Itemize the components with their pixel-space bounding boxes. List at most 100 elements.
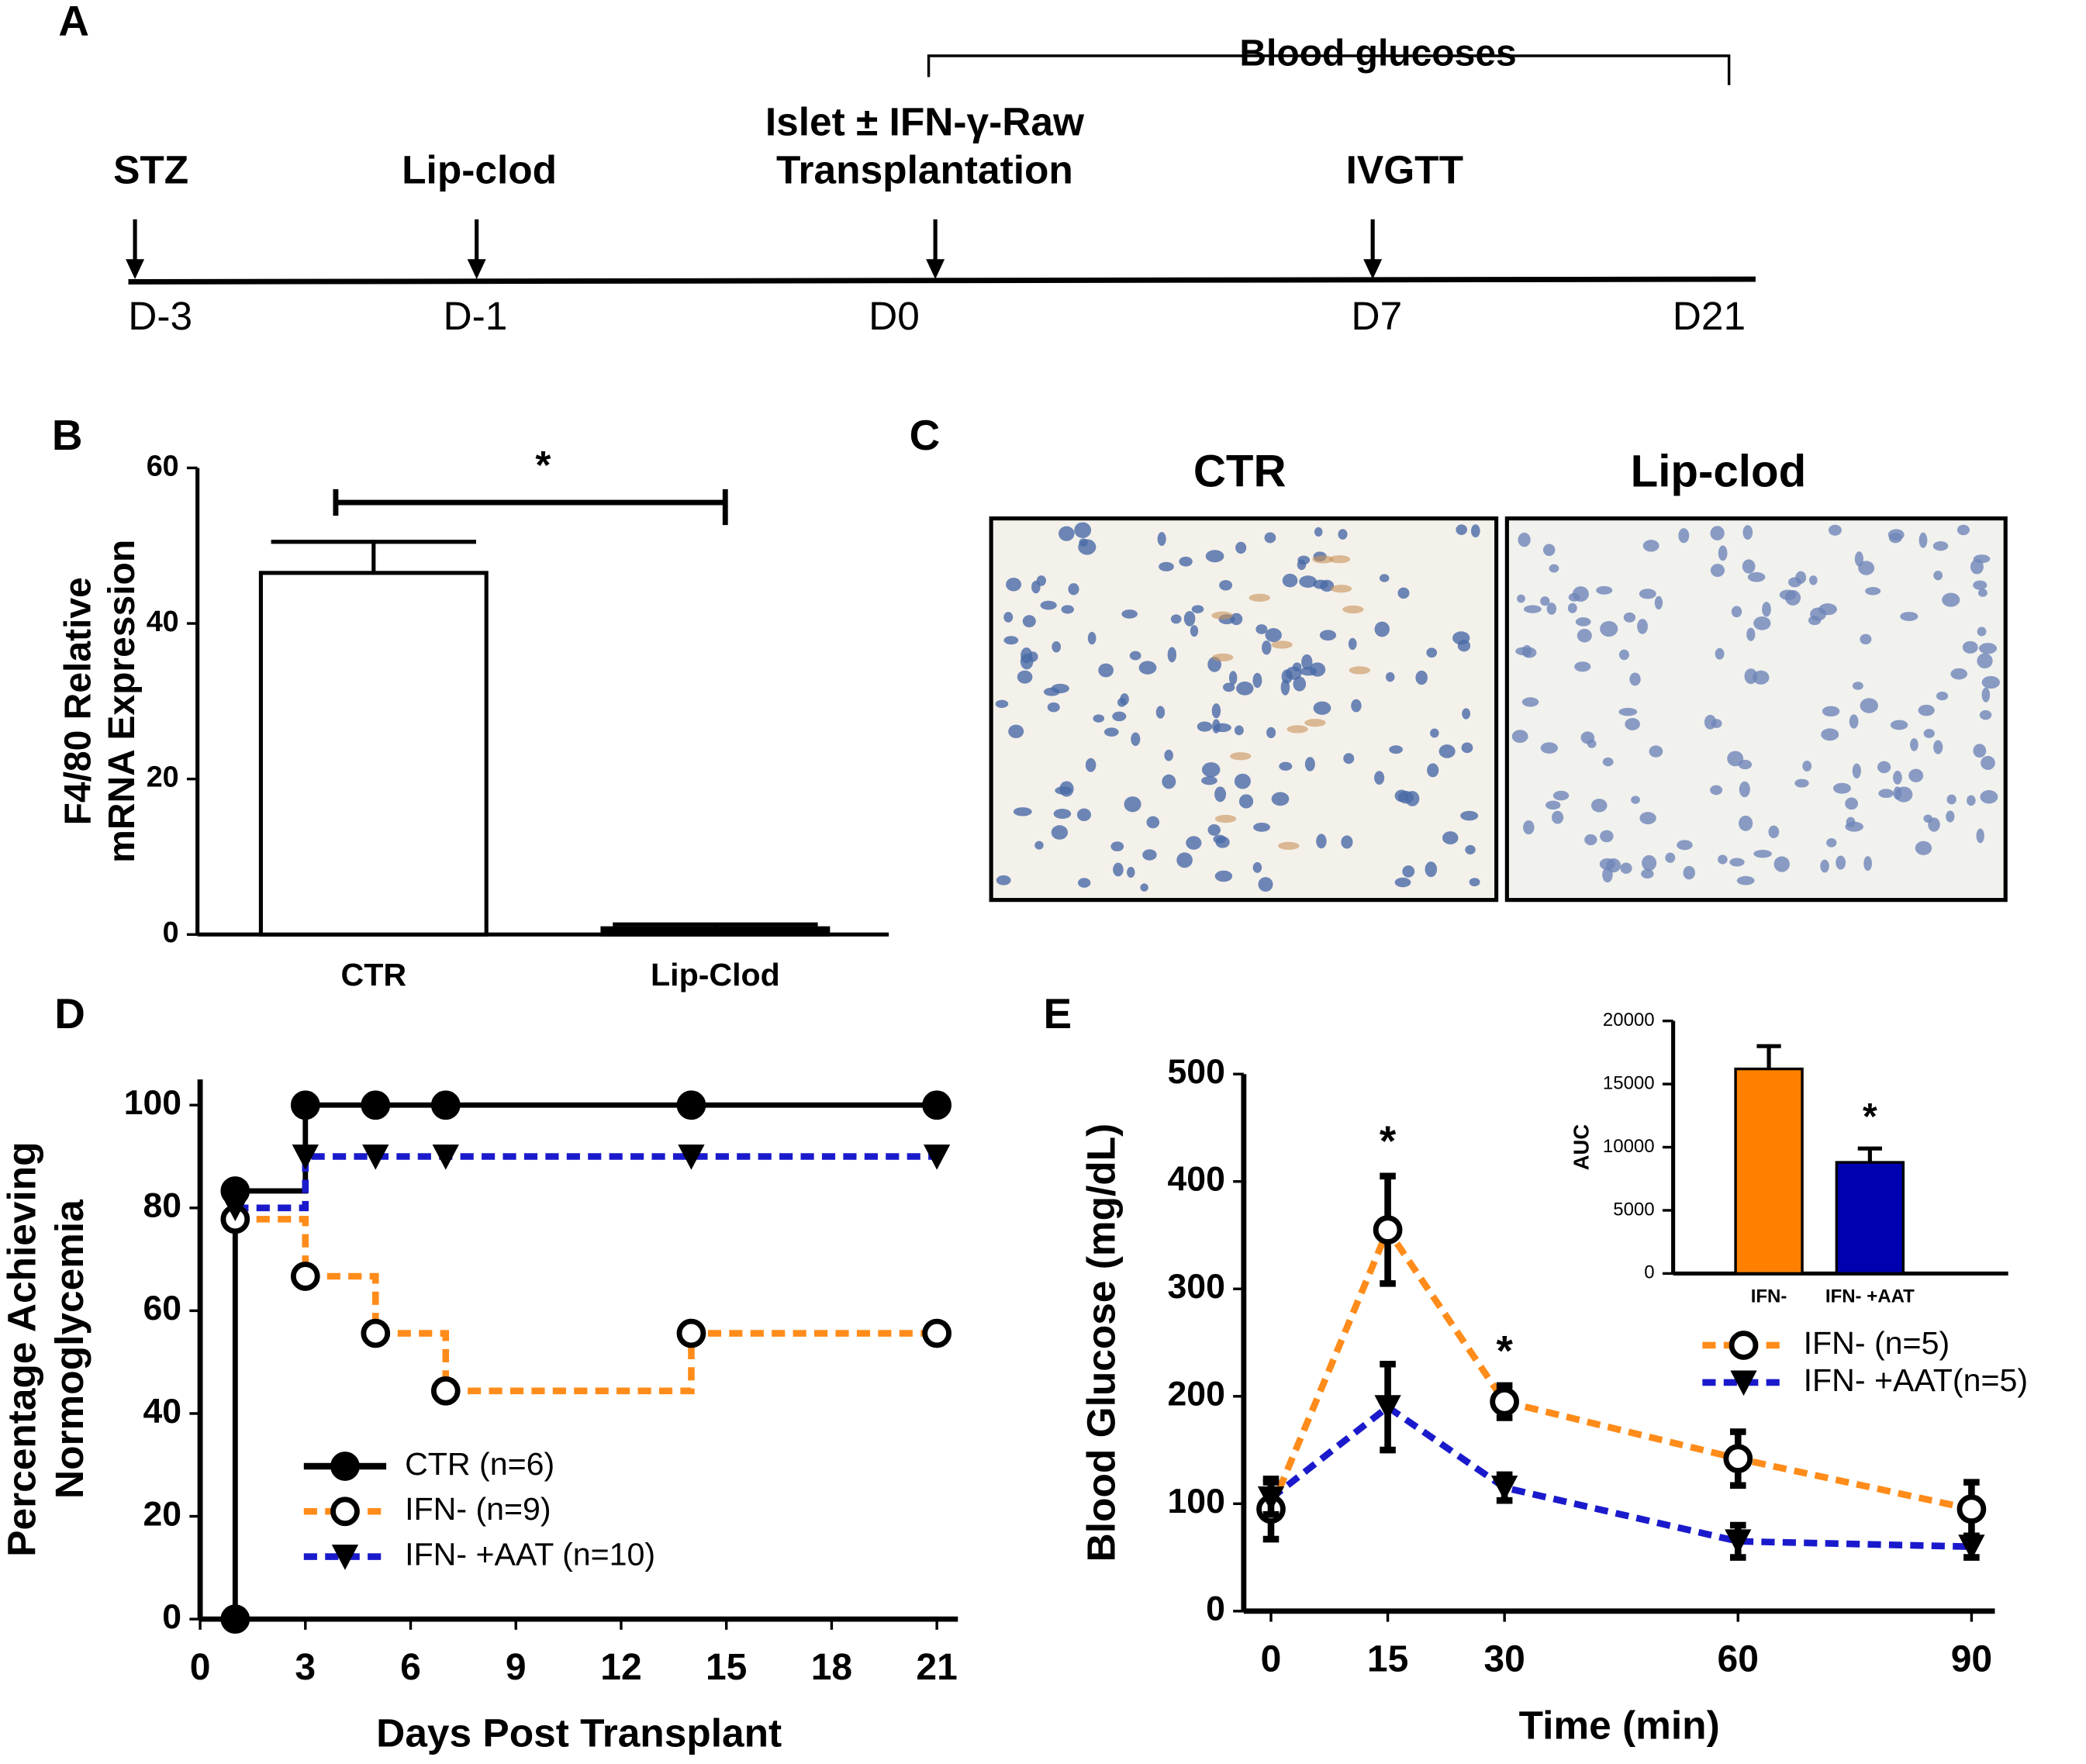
cell xyxy=(1235,541,1247,554)
cell xyxy=(1910,738,1918,751)
cell xyxy=(1552,790,1570,801)
cell xyxy=(1319,630,1337,641)
cell xyxy=(1877,761,1891,774)
cell xyxy=(1715,647,1725,660)
cell xyxy=(1442,831,1459,845)
cell xyxy=(1923,814,1932,823)
cell xyxy=(1820,859,1829,873)
y-tick-label: 80 xyxy=(143,1187,181,1225)
bar xyxy=(600,926,831,937)
cell xyxy=(1762,602,1771,617)
legend-label: IFN- +AAT(n=5) xyxy=(1804,1362,2028,1398)
y-axis-label: Percentage Achieving xyxy=(0,1141,43,1556)
cell xyxy=(1131,732,1141,747)
cell xyxy=(1170,614,1182,624)
legend-marker xyxy=(1729,1331,1759,1360)
cell xyxy=(1142,849,1157,861)
cell xyxy=(1978,643,1998,654)
legend-marker xyxy=(331,1545,359,1570)
stain xyxy=(1230,752,1252,761)
marker xyxy=(290,1262,320,1291)
stain xyxy=(1342,605,1364,614)
y-tick-label: 40 xyxy=(143,1393,181,1431)
cell xyxy=(1051,825,1069,840)
cell xyxy=(1836,855,1846,870)
x-tick-label: 12 xyxy=(600,1647,641,1688)
stain xyxy=(1330,585,1352,593)
cell xyxy=(1521,644,1532,658)
marker xyxy=(432,1144,459,1170)
cell xyxy=(1854,551,1863,567)
cell xyxy=(1202,762,1221,778)
cell xyxy=(1665,852,1676,863)
panel-label: C xyxy=(910,411,941,459)
cell xyxy=(1079,538,1088,547)
marker xyxy=(1374,1395,1401,1421)
cell xyxy=(1348,637,1357,651)
day-label: D-3 xyxy=(128,293,192,338)
y-tick-label: 300 xyxy=(1168,1268,1225,1306)
cell xyxy=(1394,877,1411,888)
cell xyxy=(1252,861,1262,873)
cell xyxy=(1213,834,1226,844)
y-tick-label: 60 xyxy=(147,449,179,482)
cell xyxy=(1590,799,1608,813)
cell xyxy=(1710,564,1725,577)
x-tick-label: 6 xyxy=(400,1647,421,1688)
x-tick-label: 0 xyxy=(1261,1639,1282,1680)
cell xyxy=(1040,600,1057,610)
cell xyxy=(1540,596,1550,606)
micrograph-title: CTR xyxy=(1193,446,1286,496)
cell xyxy=(1179,556,1193,567)
stain xyxy=(1312,555,1334,564)
cell xyxy=(1164,749,1173,761)
cell xyxy=(1300,667,1318,676)
y-axis-label: mRNA Expression xyxy=(102,540,143,863)
marker xyxy=(361,1318,391,1348)
cell xyxy=(1918,532,1928,548)
cell xyxy=(1602,757,1614,767)
cell xyxy=(1183,611,1196,627)
cell xyxy=(1003,612,1014,623)
marker xyxy=(1956,1494,1987,1524)
cell xyxy=(1279,761,1293,771)
cell xyxy=(1744,668,1758,685)
y-axis-label: Blood Glucose (mg/dL) xyxy=(1078,1124,1123,1562)
cell xyxy=(1214,870,1233,882)
stain xyxy=(1214,814,1237,823)
marker xyxy=(676,1318,706,1348)
cell xyxy=(1117,698,1127,707)
stain xyxy=(1271,640,1293,649)
y-tick-label: 0 xyxy=(1644,1262,1654,1283)
cell xyxy=(1587,739,1597,748)
cell xyxy=(1470,524,1480,538)
cell xyxy=(1704,714,1717,730)
cell xyxy=(1572,586,1589,602)
cell xyxy=(1977,589,1988,597)
cell xyxy=(1641,868,1654,879)
series-line xyxy=(235,1216,938,1395)
cell xyxy=(1205,550,1224,563)
y-tick-label: 15000 xyxy=(1603,1072,1655,1093)
cell xyxy=(1207,824,1221,836)
cell xyxy=(1642,540,1659,552)
cell xyxy=(1157,532,1166,547)
cell xyxy=(1923,729,1935,738)
marker xyxy=(290,1090,320,1120)
cell xyxy=(1973,580,1988,590)
marker xyxy=(222,1196,249,1221)
y-axis-label: AUC xyxy=(1569,1124,1593,1171)
cell xyxy=(996,875,1011,885)
cell xyxy=(1788,577,1802,588)
cell xyxy=(1211,703,1221,719)
day-label: D21 xyxy=(1673,293,1746,338)
cell xyxy=(1461,742,1473,754)
cell xyxy=(1271,792,1290,806)
x-tick-label: IFN- xyxy=(1751,1286,1787,1307)
cell xyxy=(1034,841,1044,850)
cell xyxy=(1976,828,1984,844)
cell xyxy=(1379,574,1390,582)
panel-label: E xyxy=(1044,989,1072,1037)
cell xyxy=(1186,836,1202,850)
series-line xyxy=(235,1153,938,1212)
